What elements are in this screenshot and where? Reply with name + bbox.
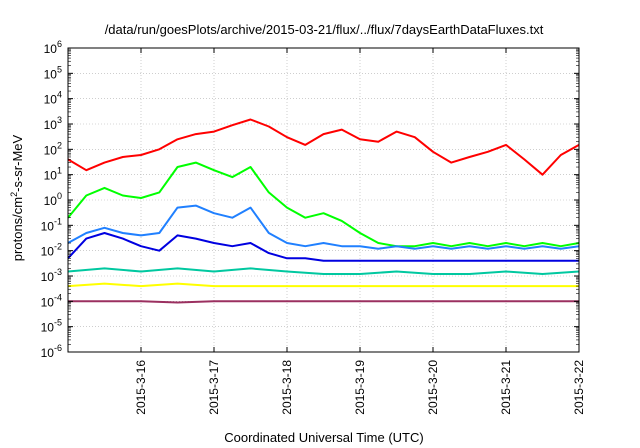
series-line-4 <box>67 232 579 262</box>
y-axis-title: protons/cm2-s-sr-MeV <box>9 134 25 261</box>
series-line-5 <box>67 267 580 275</box>
y-tick-label: 105 <box>44 64 62 81</box>
y-tick-label: 10-2 <box>41 242 62 259</box>
y-axis: 10-6 10-5 10-4 10-3 10-2 10-1 100 101 102 103 104 1… <box>41 39 579 360</box>
x-tick-label: 2015-3-21 <box>499 360 513 415</box>
y-tick-label: 104 <box>44 90 62 107</box>
series-line-3 <box>67 204 580 250</box>
x-tick-label: 2015-3-16 <box>134 360 148 415</box>
chart-title: /data/run/goesPlots/archive/2015-03-21/f… <box>105 22 544 37</box>
y-tick-label: 103 <box>44 115 62 132</box>
x-tick-label: 2015-3-19 <box>353 360 367 415</box>
y-tick-label: 10-5 <box>41 318 62 335</box>
y-tick-label: 100 <box>44 191 62 208</box>
x-axis: 2015-3-16 2015-3-17 2015-3-18 2015-3-19 2015… <box>134 48 586 415</box>
x-tick-label: 2015-3-18 <box>280 360 294 415</box>
y-axis-title-sup: 2 <box>9 192 19 197</box>
y-axis-title-base: protons/cm <box>10 197 25 261</box>
y-tick-label: 101 <box>44 166 62 183</box>
x-axis-title: Coordinated Universal Time (UTC) <box>224 430 423 445</box>
x-tick-label: 2015-3-22 <box>572 360 586 415</box>
y-tick-label: 106 <box>44 39 62 56</box>
y-tick-label: 10-1 <box>41 216 62 233</box>
series-group <box>67 118 580 304</box>
series-line-1 <box>67 118 580 176</box>
y-tick-label: 10-3 <box>41 267 62 284</box>
series-line-6 <box>67 282 579 288</box>
series-line-2 <box>67 161 580 248</box>
y-tick-label: 102 <box>44 140 62 157</box>
y-axis-title-rest: -s-sr-MeV <box>10 134 25 191</box>
x-tick-label: 2015-3-20 <box>426 360 440 415</box>
x-tick-label: 2015-3-17 <box>207 360 221 415</box>
series-line-7 <box>68 300 579 304</box>
y-tick-label: 10-4 <box>41 292 62 309</box>
y-tick-label: 10-6 <box>41 343 62 360</box>
